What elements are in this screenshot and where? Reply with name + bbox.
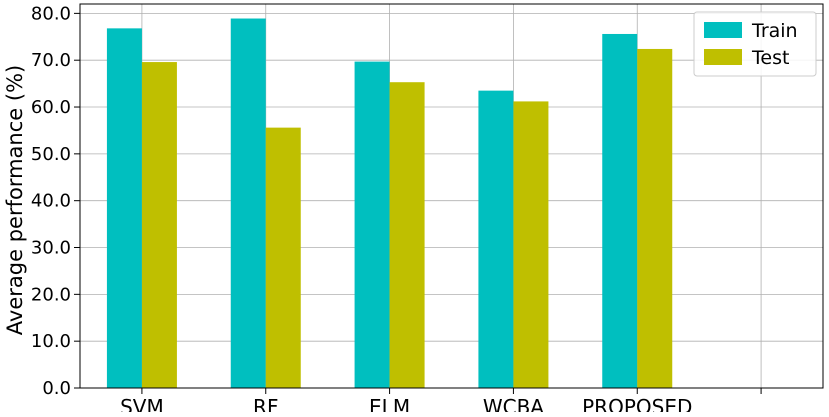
bar-test-rf	[265, 127, 301, 388]
bar-train-elm	[354, 61, 390, 388]
y-tick-label: 20.0	[31, 284, 71, 305]
bar-train-rf	[230, 18, 266, 389]
bar-test-elm	[389, 82, 425, 388]
bar-train-svm	[106, 28, 142, 388]
y-tick-label: 30.0	[31, 238, 71, 259]
y-tick-label: 10.0	[31, 331, 71, 352]
legend: Train Test	[693, 11, 817, 77]
y-tick-label: 50.0	[31, 144, 71, 165]
y-tick-label: 0.0	[42, 378, 71, 399]
plot-frame	[79, 3, 824, 389]
bar-train-proposed	[602, 33, 638, 388]
x-tick-label: ELM	[369, 395, 410, 412]
axes: 0.0 10.0 20.0 30.0 40.0 50.0 60.0 70.0 80.0 SVM RF…	[31, 3, 824, 417]
legend-swatch-test	[704, 49, 742, 65]
bars	[106, 18, 673, 389]
legend-label-train: Train	[751, 20, 798, 42]
y-tick-label: 80.0	[31, 3, 71, 24]
legend-swatch-train	[704, 22, 742, 38]
y-tick-label: 40.0	[31, 191, 71, 212]
bar-train-wcba	[478, 90, 514, 388]
y-axis-label: Average performance (%)	[3, 65, 27, 335]
y-tick-label: 60.0	[31, 97, 71, 118]
x-tick-label: SVM	[120, 395, 164, 412]
x-tick-label: PROPOSED	[582, 395, 692, 412]
y-tick-label: 70.0	[31, 50, 71, 71]
bar-test-proposed	[637, 48, 673, 389]
legend-label-test: Test	[751, 47, 789, 69]
x-tick-label: RF	[253, 395, 278, 412]
bar-test-wcba	[513, 101, 549, 388]
bar-test-svm	[141, 62, 177, 388]
x-tick-label: WCBA	[483, 395, 544, 412]
